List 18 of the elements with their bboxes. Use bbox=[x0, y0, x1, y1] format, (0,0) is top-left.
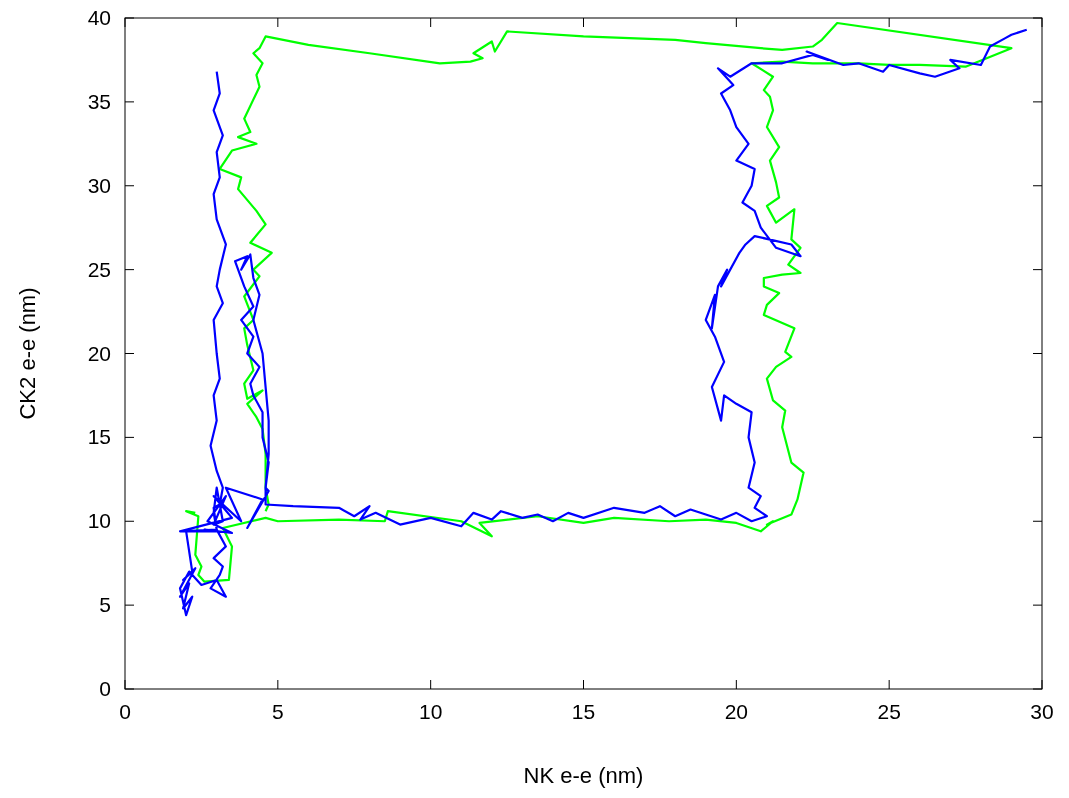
x-tick-label: 10 bbox=[418, 700, 443, 723]
y-axis-title: CK2 e-e (nm) bbox=[15, 287, 40, 420]
x-tick-label: 15 bbox=[571, 700, 596, 723]
x-axis-title: NK e-e (nm) bbox=[523, 763, 644, 788]
x-tick-label: 20 bbox=[724, 700, 749, 723]
x-tick-label: 5 bbox=[271, 700, 284, 723]
y-tick-label: 30 bbox=[87, 173, 111, 197]
x-tick-label: 25 bbox=[877, 700, 901, 723]
y-tick-label: 15 bbox=[87, 425, 111, 449]
y-tick-label: 40 bbox=[87, 6, 111, 29]
y-tick-label: 25 bbox=[87, 257, 111, 281]
y-tick-label: 35 bbox=[87, 89, 111, 113]
x-tick-label: 30 bbox=[1030, 700, 1054, 723]
y-tick-label: 20 bbox=[87, 341, 111, 365]
y-tick-label: 0 bbox=[99, 677, 111, 700]
y-tick-label: 5 bbox=[99, 593, 111, 617]
x-tick-label: 0 bbox=[119, 700, 131, 723]
y-tick-label: 10 bbox=[87, 509, 111, 533]
